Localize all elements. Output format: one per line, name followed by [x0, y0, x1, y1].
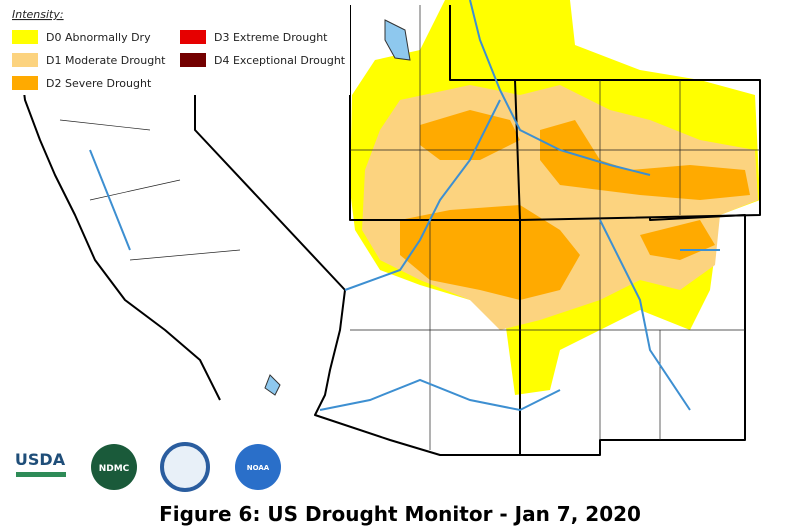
legend-label: D1 Moderate Drought: [46, 54, 166, 67]
logo-noaa: NOAA: [247, 464, 270, 472]
california-coast: [19, 59, 221, 401]
legend-swatch: [180, 53, 206, 67]
rivers: [89, 0, 720, 412]
legend-swatch: [180, 30, 206, 44]
legend-label: D2 Severe Drought: [46, 77, 152, 90]
colorado-border: [515, 79, 761, 221]
legend-swatch: [12, 53, 38, 67]
new-mexico-border: [519, 214, 746, 456]
legend-swatch: [12, 30, 38, 44]
legend: D0 Abnormally Dry D1 Moderate Drought D2 S…: [12, 30, 346, 90]
drought-d2-area: [400, 110, 750, 300]
logo-noaa-badge: [235, 444, 281, 490]
river: [89, 0, 720, 412]
logo-ndmc: NDMC: [99, 464, 130, 474]
logo-usda: USDA: [15, 450, 66, 469]
state-borders: [19, 5, 761, 456]
arizona-west-border: [314, 289, 520, 456]
county-lines: [59, 5, 760, 450]
lake: [264, 19, 411, 396]
logo-commerce: [160, 442, 210, 492]
logo-ndmc-badge: [91, 444, 137, 490]
legend-label: D0 Abnormally Dry: [46, 31, 151, 44]
drought-areas: [350, 0, 760, 395]
legend-label: D3 Extreme Drought: [214, 31, 328, 44]
county-line: [59, 5, 760, 450]
logos: USDA NDMC NOAA: [15, 442, 281, 492]
caption: Figure 6: US Drought Monitor - Jan 7, 20…: [159, 502, 641, 526]
legend-swatch: [12, 76, 38, 90]
logo-bar: [16, 472, 66, 477]
legend-title: Intensity:: [12, 8, 64, 21]
legend-label: D4 Exceptional Drought: [214, 54, 346, 67]
legend-box: [0, 0, 350, 95]
